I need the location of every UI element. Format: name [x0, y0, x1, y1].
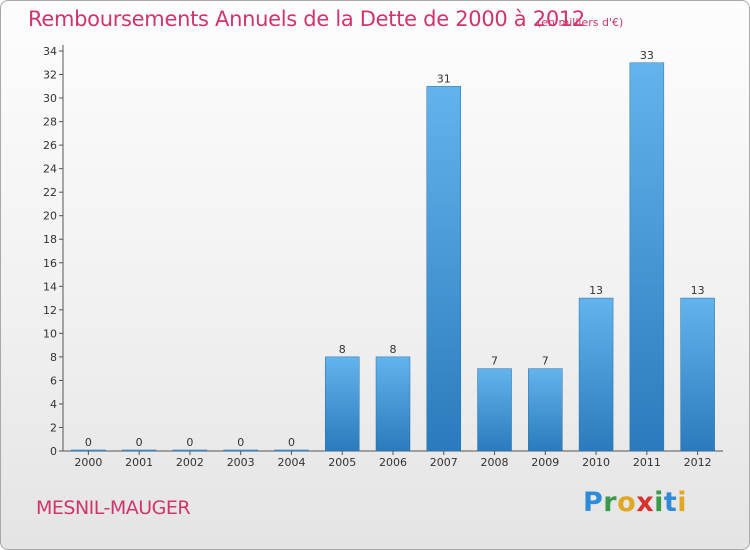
y-tick-label: 34 [43, 45, 57, 58]
y-tick-label: 2 [50, 421, 57, 434]
x-tick-label: 2009 [531, 456, 559, 469]
bar [426, 86, 462, 452]
y-tick-label: 18 [43, 233, 57, 246]
y-tick-label: 6 [50, 374, 57, 387]
y-tick-label: 22 [43, 186, 57, 199]
bar [121, 449, 157, 452]
bar [172, 449, 208, 452]
bar-value-label: 8 [339, 343, 346, 356]
x-tick-label: 2006 [379, 456, 407, 469]
bar [629, 62, 665, 452]
bar-value-label: 8 [390, 343, 397, 356]
bar-value-label: 0 [237, 436, 244, 449]
x-tick-label: 2004 [277, 456, 305, 469]
y-tick-label: 20 [43, 210, 57, 223]
bar [578, 297, 614, 452]
bar [71, 449, 106, 452]
y-tick-label: 10 [43, 327, 57, 340]
x-tick-label: 2008 [481, 456, 509, 469]
y-tick-label: 24 [43, 163, 57, 176]
y-tick-label: 32 [43, 69, 57, 82]
chart-title: Remboursements Annuels de la Dette de 20… [28, 7, 585, 31]
y-tick-label: 4 [50, 398, 57, 411]
bar [528, 368, 563, 452]
bar [680, 297, 715, 452]
x-tick-label: 2011 [633, 456, 661, 469]
bar [375, 356, 411, 452]
bar-value-label: 13 [589, 284, 603, 297]
x-tick-label: 2000 [74, 456, 102, 469]
x-tick-label: 2002 [176, 456, 204, 469]
bar-value-label: 0 [288, 436, 295, 449]
y-tick-label: 26 [43, 139, 57, 152]
x-tick-label: 2003 [227, 456, 255, 469]
bar [477, 368, 512, 452]
y-tick-label: 0 [50, 445, 57, 458]
chart-subtitle: (en milliers d'€) [537, 16, 624, 29]
y-tick-label: 14 [43, 280, 57, 293]
y-tick-label: 16 [43, 257, 57, 270]
bar-value-label: 7 [542, 355, 549, 368]
x-tick-label: 2007 [430, 456, 458, 469]
commune-name: MESNIL-MAUGER [36, 497, 191, 519]
proxiti-logo[interactable]: Proxiti [583, 487, 688, 518]
bar-value-label: 0 [136, 436, 143, 449]
x-tick-label: 2005 [328, 456, 356, 469]
bar-value-label: 13 [691, 284, 705, 297]
bar-value-label: 0 [85, 436, 92, 449]
x-tick-label: 2012 [684, 456, 712, 469]
plot-area: 0246810121416182022242628303234020000200… [43, 45, 723, 469]
y-tick-label: 30 [43, 92, 57, 105]
y-tick-label: 8 [50, 351, 57, 364]
bar-value-label: 7 [491, 355, 498, 368]
bar-value-label: 33 [640, 49, 654, 62]
x-tick-label: 2001 [125, 456, 153, 469]
bar [274, 449, 309, 452]
bar-value-label: 0 [186, 436, 193, 449]
y-tick-label: 28 [43, 116, 57, 129]
x-tick-label: 2010 [582, 456, 610, 469]
bar [324, 356, 360, 452]
bar [223, 449, 258, 452]
bar-value-label: 31 [437, 72, 451, 85]
y-tick-label: 12 [43, 304, 57, 317]
